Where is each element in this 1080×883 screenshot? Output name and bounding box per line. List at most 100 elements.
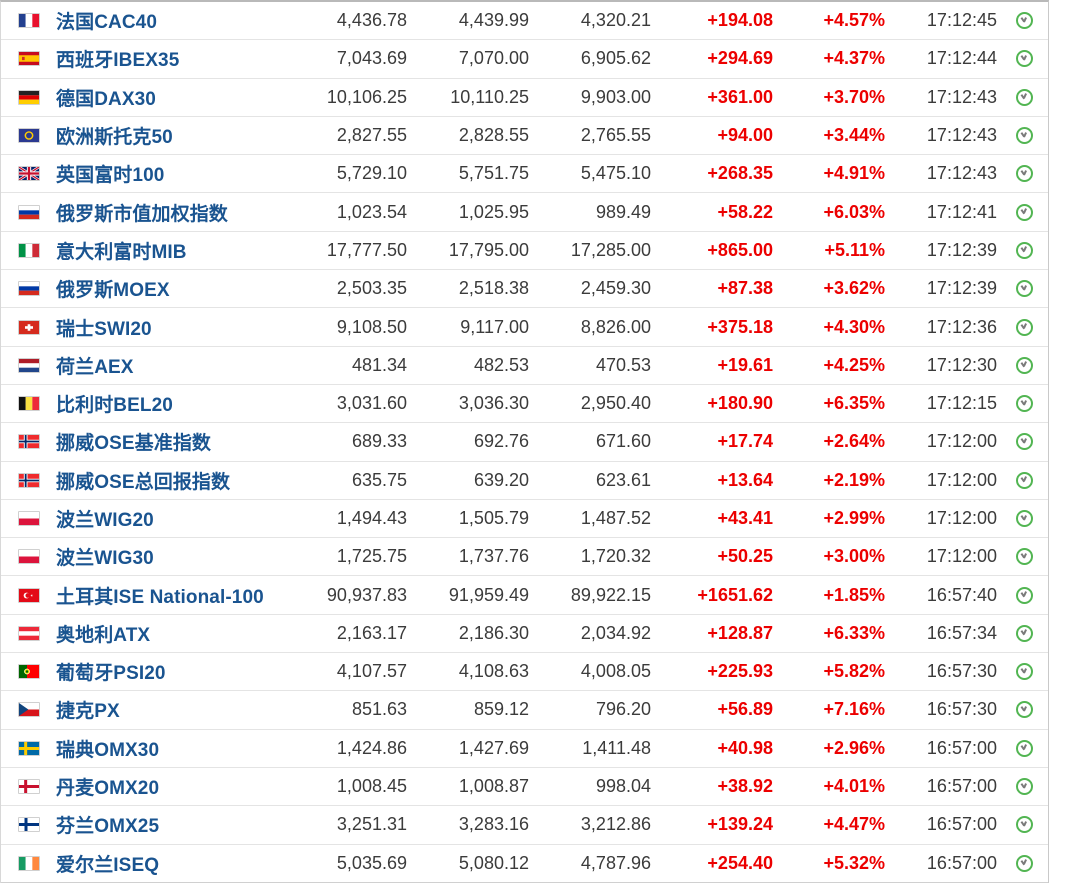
table-row[interactable]: 英国富时100 5,729.10 5,751.75 5,475.10 +268.35 +4…: [1, 155, 1048, 194]
change-cell: +56.89: [717, 699, 773, 720]
clock-icon[interactable]: [1016, 318, 1033, 336]
market-status-cell[interactable]: [1001, 586, 1048, 604]
index-name-link[interactable]: 欧洲斯托克50: [56, 127, 173, 149]
index-name-link[interactable]: 意大利富时MIB: [56, 241, 187, 263]
index-name-link[interactable]: 捷克PX: [56, 701, 120, 723]
table-row[interactable]: 土耳其ISE National-100 90,937.83 91,959.49 89,…: [1, 576, 1048, 615]
clock-icon[interactable]: [1016, 433, 1033, 451]
table-row[interactable]: 挪威OSE基准指数 689.33 692.76 671.60 +17.74 +2.64% 1…: [1, 423, 1048, 462]
table-row[interactable]: 丹麦OMX20 1,008.45 1,008.87 998.04 +38.92 +4.01…: [1, 767, 1048, 807]
clock-icon[interactable]: [1016, 127, 1033, 145]
table-row[interactable]: 俄罗斯MOEX 2,503.35 2,518.38 2,459.30 +87.38 +3.…: [1, 270, 1048, 309]
market-status-cell[interactable]: [1001, 203, 1048, 221]
clock-icon[interactable]: [1016, 12, 1033, 30]
index-name-link[interactable]: 波兰WIG20: [56, 510, 154, 531]
table-row[interactable]: 俄罗斯市值加权指数 1,023.54 1,025.95 989.49 +58.22 +6.…: [1, 193, 1048, 232]
market-status-cell[interactable]: [1001, 127, 1048, 145]
index-name-link[interactable]: 奥地利ATX: [56, 624, 151, 646]
index-name-link[interactable]: 比利时BEL20: [56, 395, 173, 417]
clock-icon[interactable]: [1016, 471, 1033, 489]
table-row[interactable]: 芬兰OMX25 3,251.31 3,283.16 3,212.86 +139.24 +4…: [1, 806, 1048, 845]
market-status-cell[interactable]: [1001, 471, 1048, 489]
table-row[interactable]: 瑞士SWI20 9,108.50 9,117.00 8,826.00 +375.18 +4…: [1, 308, 1048, 347]
clock-icon[interactable]: [1016, 356, 1033, 374]
market-status-cell[interactable]: [1001, 548, 1048, 566]
quote-time-cell: 17:12:00: [926, 546, 997, 567]
clock-icon[interactable]: [1016, 203, 1033, 221]
high-price-cell: 5,751.75: [458, 163, 529, 184]
clock-icon[interactable]: [1016, 816, 1033, 834]
index-name-link[interactable]: 俄罗斯MOEX: [56, 280, 170, 302]
clock-icon[interactable]: [1016, 663, 1033, 681]
market-status-cell[interactable]: [1001, 701, 1048, 719]
clock-icon[interactable]: [1016, 548, 1033, 566]
table-row[interactable]: 意大利富时MIB 17,777.50 17,795.00 17,285.00 +865.…: [1, 231, 1048, 271]
clock-icon[interactable]: [1016, 280, 1033, 298]
index-name-link[interactable]: 荷兰AEX: [56, 356, 134, 378]
index-name-link[interactable]: 德国DAX30: [56, 88, 156, 110]
table-row[interactable]: 捷克PX 851.63 859.12 796.20 +56.89 +7.16% 16:57:…: [1, 691, 1048, 730]
change-cell: +180.90: [707, 393, 773, 414]
index-name-link[interactable]: 波兰WIG30: [56, 548, 154, 570]
market-status-cell[interactable]: [1001, 778, 1048, 796]
market-status-cell[interactable]: [1001, 816, 1048, 834]
market-status-cell[interactable]: [1001, 510, 1048, 527]
index-name-link[interactable]: 西班牙IBEX35: [56, 50, 180, 72]
table-row[interactable]: 欧洲斯托克50 2,827.55 2,828.55 2,765.55 +94.00 +3.…: [1, 116, 1048, 156]
market-status-cell[interactable]: [1001, 433, 1048, 451]
index-name-link[interactable]: 法国CAC40: [56, 12, 157, 34]
table-row[interactable]: 荷兰AEX 481.34 482.53 470.53 +19.61 +4.25% 17:12…: [1, 346, 1048, 385]
table-row[interactable]: 比利时BEL20 3,031.60 3,036.30 2,950.40 +180.90 +…: [1, 384, 1048, 424]
table-row[interactable]: 波兰WIG30 1,725.75 1,737.76 1,720.32 +50.25 +3.…: [1, 538, 1048, 577]
table-row[interactable]: 西班牙IBEX35 7,043.69 7,070.00 6,905.62 +294.69…: [1, 40, 1048, 79]
table-row[interactable]: 德国DAX30 10,106.25 10,110.25 9,903.00 +361.00…: [1, 78, 1048, 117]
clock-icon[interactable]: [1016, 739, 1033, 757]
table-row[interactable]: 挪威OSE总回报指数 635.75 639.20 623.61 +13.64 +2.19%…: [1, 461, 1048, 500]
index-name-link[interactable]: 爱尔兰ISEQ: [56, 854, 160, 876]
clock-icon[interactable]: [1016, 50, 1033, 68]
clock-icon[interactable]: [1016, 854, 1033, 872]
table-row[interactable]: 波兰WIG20 1,494.43 1,505.79 1,487.52 +43.41 +2.…: [1, 499, 1048, 539]
index-name-link[interactable]: 挪威OSE总回报指数: [56, 471, 231, 493]
index-name-link[interactable]: 丹麦OMX20: [56, 778, 160, 800]
table-row[interactable]: 葡萄牙PSI20 4,107.57 4,108.63 4,008.05 +225.93 +…: [1, 653, 1048, 692]
clock-icon[interactable]: [1016, 510, 1033, 527]
clock-icon[interactable]: [1016, 586, 1033, 604]
market-status-cell[interactable]: [1001, 663, 1048, 681]
index-name-link[interactable]: 英国富时100: [56, 165, 165, 187]
clock-icon[interactable]: [1016, 395, 1033, 413]
index-name-link[interactable]: 俄罗斯市值加权指数: [56, 203, 228, 225]
market-status-cell[interactable]: [1001, 241, 1048, 259]
index-name-link[interactable]: 瑞士SWI20: [56, 318, 152, 340]
market-status-cell[interactable]: [1001, 395, 1048, 413]
table-row[interactable]: 法国CAC40 4,436.78 4,439.99 4,320.21 +194.08 +4…: [1, 2, 1048, 41]
clock-icon[interactable]: [1016, 701, 1033, 719]
clock-icon[interactable]: [1016, 778, 1033, 796]
table-row[interactable]: 爱尔兰ISEQ 5,035.69 5,080.12 4,787.96 +254.40 +5…: [1, 844, 1048, 883]
table-row[interactable]: 瑞典OMX30 1,424.86 1,427.69 1,411.48 +40.98 +2.…: [1, 729, 1048, 768]
change-percent-cell: +4.47%: [823, 814, 885, 835]
index-name-link[interactable]: 挪威OSE基准指数: [56, 433, 212, 455]
market-status-cell[interactable]: [1001, 50, 1048, 68]
index-name-link[interactable]: 土耳其ISE National-100: [56, 586, 264, 608]
change-percent-cell: +5.82%: [823, 661, 885, 682]
market-status-cell[interactable]: [1001, 318, 1048, 336]
market-status-cell[interactable]: [1001, 854, 1048, 872]
low-price-cell: 2,765.55: [580, 125, 651, 146]
market-status-cell[interactable]: [1001, 356, 1048, 374]
clock-icon[interactable]: [1016, 88, 1033, 106]
table-row[interactable]: 奥地利ATX 2,163.17 2,186.30 2,034.92 +128.87 +6.…: [1, 614, 1048, 654]
clock-icon[interactable]: [1016, 241, 1033, 259]
low-price-cell: 4,008.05: [580, 661, 651, 682]
market-status-cell[interactable]: [1001, 12, 1048, 30]
market-status-cell[interactable]: [1001, 88, 1048, 106]
clock-icon[interactable]: [1016, 624, 1033, 642]
market-status-cell[interactable]: [1001, 739, 1048, 757]
index-name-link[interactable]: 葡萄牙PSI20: [56, 663, 166, 685]
market-status-cell[interactable]: [1001, 280, 1048, 298]
index-name-link[interactable]: 瑞典OMX30: [56, 739, 160, 761]
market-status-cell[interactable]: [1001, 624, 1048, 642]
market-status-cell[interactable]: [1001, 165, 1048, 183]
index-name-link[interactable]: 芬兰OMX25: [56, 816, 160, 838]
clock-icon[interactable]: [1016, 165, 1033, 183]
